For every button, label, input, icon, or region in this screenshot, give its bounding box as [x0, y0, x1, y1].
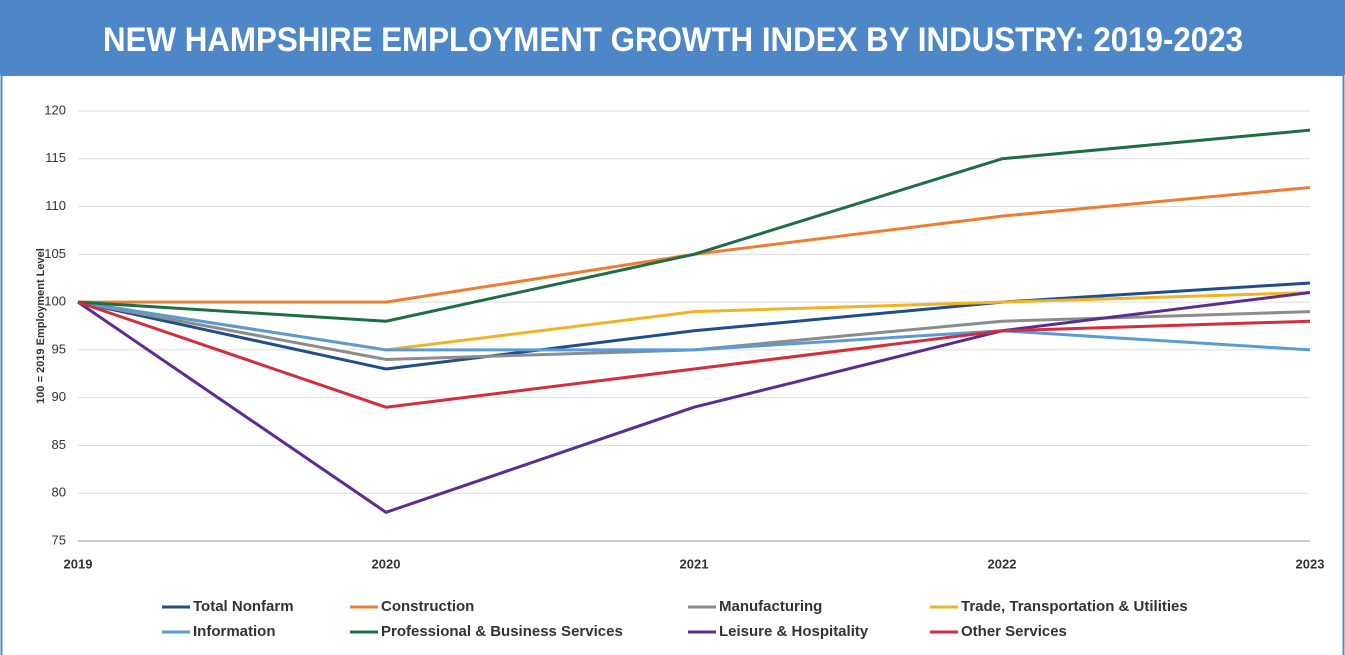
header-band: [0, 0, 1345, 75]
legend-label: Professional & Business Services: [381, 623, 623, 640]
series-line: [78, 185, 1311, 304]
y-tick-label: 85: [52, 437, 66, 452]
legend-label: Manufacturing: [719, 598, 822, 615]
series-line: [77, 291, 1311, 514]
y-tick-label: 90: [52, 389, 66, 404]
series-line: [77, 128, 1311, 323]
legend-label: Trade, Transportation & Utilities: [961, 598, 1188, 615]
legend-label: Total Nonfarm: [193, 598, 294, 615]
y-tick-label: 120: [44, 102, 66, 117]
y-tick-label: 110: [45, 198, 66, 213]
legend-label: Leisure & Hospitality: [719, 623, 869, 640]
frame: [0, 74, 1345, 655]
x-tick-label: 2019: [64, 556, 93, 571]
y-tick-label: 115: [45, 150, 66, 165]
x-tick-label: 2022: [988, 556, 1017, 571]
y-tick-label: 75: [52, 532, 66, 547]
series-line: [77, 300, 1311, 409]
y-axis-label: 100 = 2019 Employment Level: [35, 248, 47, 404]
legend-label: Construction: [381, 598, 474, 615]
chart-title: NEW HAMPSHIRE EMPLOYMENT GROWTH INDEX BY…: [103, 21, 1243, 59]
x-tick-label: 2021: [680, 556, 709, 571]
y-tick-label: 95: [52, 341, 66, 356]
legend-label: Information: [193, 623, 276, 640]
x-tick-label: 2023: [1296, 556, 1325, 571]
legend-label: Other Services: [961, 623, 1067, 640]
y-tick-label: 100: [44, 294, 66, 309]
series-line: [77, 300, 1311, 352]
series-line: [77, 281, 1311, 371]
y-tick-label: 80: [52, 485, 66, 500]
x-tick-label: 2020: [372, 556, 401, 571]
y-tick-label: 105: [44, 246, 66, 261]
